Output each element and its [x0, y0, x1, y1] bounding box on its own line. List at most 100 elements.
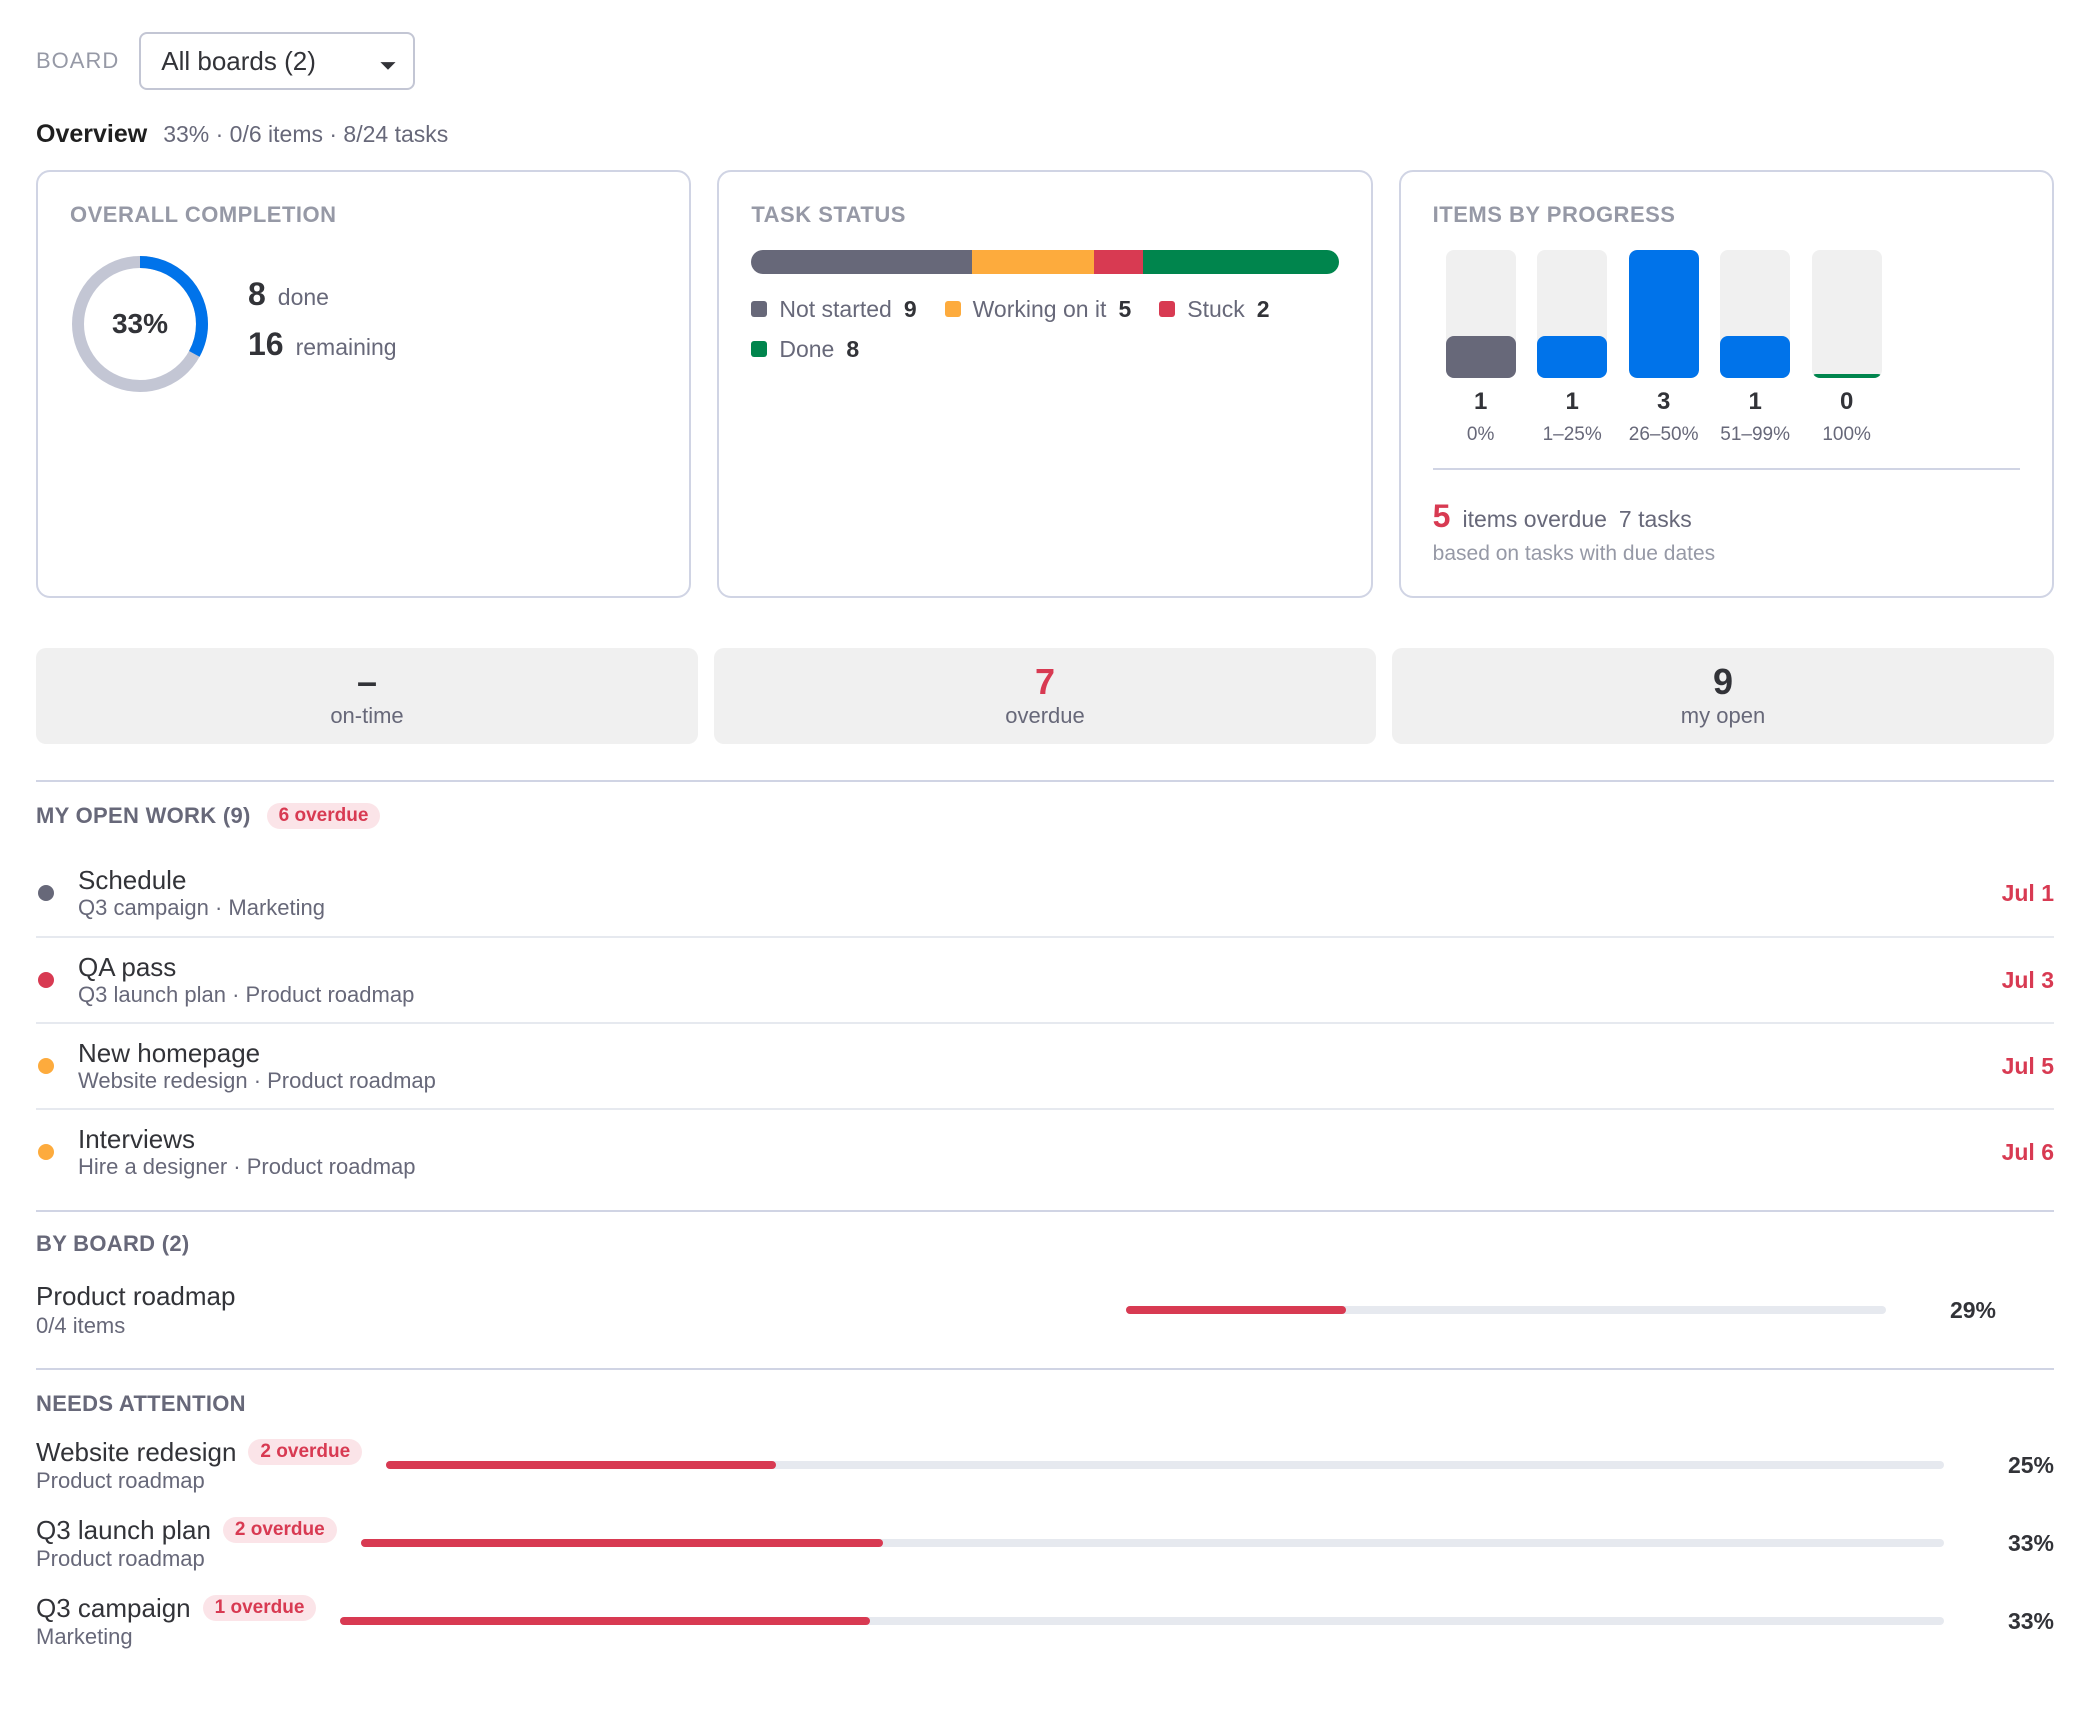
attention-item[interactable]: Q3 launch plan 2 overdue Product roadmap 33… — [36, 1504, 2054, 1582]
divider — [36, 1210, 2054, 1212]
attention-item-text: Q3 launch plan 2 overdue Product roadmap — [36, 1514, 337, 1572]
remaining-stat: 16 remaining — [248, 326, 397, 376]
work-item-name: Interviews — [78, 1124, 196, 1154]
board-progress-row[interactable]: Product roadmap 0/4 items 29% — [36, 1260, 2054, 1360]
progress-column[interactable]: 1 1–25% — [1537, 250, 1608, 446]
work-item-text: Interviews Hire a designer · Product road… — [78, 1124, 2002, 1180]
board-name: Product roadmap — [36, 1281, 236, 1311]
status-segment-done — [1143, 250, 1340, 274]
overview-title: Overview — [36, 120, 148, 148]
attention-item-board: Product roadmap — [36, 1468, 205, 1493]
status-dot — [38, 1144, 54, 1160]
legend-count: 9 — [903, 295, 917, 322]
kpi-overdue[interactable]: 7 overdue — [714, 648, 1376, 744]
my-open-work-list: Schedule Q3 campaign · Marketing Jul 1 QA p… — [36, 850, 2054, 1194]
work-item-text: New homepage Website redesign · Product r… — [78, 1038, 2002, 1094]
summary-cards: OVERALL COMPLETION 33% 8 done 16 remaini… — [36, 170, 2054, 598]
divider — [36, 1368, 2054, 1370]
legend-count: 8 — [846, 335, 860, 362]
legend-label: Stuck — [1187, 295, 1245, 322]
overview-header: Overview 33% · 0/6 items · 8/24 tasks — [36, 120, 2054, 154]
attention-progress-bar — [360, 1539, 1944, 1547]
work-item[interactable]: New homepage Website redesign · Product r… — [36, 1022, 2054, 1108]
legend-swatch — [1159, 301, 1176, 317]
needs-attention-header: NEEDS ATTENTION — [36, 1388, 2054, 1420]
card-title: TASK STATUS — [751, 202, 906, 227]
status-segment-not-started — [751, 250, 972, 274]
attention-item-text: Q3 campaign 1 overdue Marketing — [36, 1592, 317, 1650]
work-item-name: QA pass — [78, 952, 177, 982]
section-title: BY BOARD (2) — [36, 1231, 190, 1256]
work-item-context: Hire a designer · Product roadmap — [78, 1154, 416, 1179]
legend-swatch — [751, 301, 768, 317]
card-title: ITEMS BY PROGRESS — [1432, 202, 1676, 227]
work-item[interactable]: QA pass Q3 launch plan · Product roadmap J… — [36, 936, 2054, 1022]
status-dot — [38, 885, 54, 901]
work-item[interactable]: Interviews Hire a designer · Product road… — [36, 1108, 2054, 1194]
by-board-list: Product roadmap 0/4 items 29% — [36, 1260, 2054, 1360]
board-percent: 29% — [1949, 1296, 1996, 1323]
attention-percent: 33% — [2007, 1529, 2054, 1556]
status-segment-working-on-it — [971, 250, 1095, 274]
attention-item-board: Marketing — [36, 1624, 133, 1649]
kpi-value: 9 — [1712, 661, 1734, 702]
progress-column-bar — [1537, 250, 1608, 378]
done-stat: 8 done — [248, 276, 397, 326]
attention-item[interactable]: Q3 campaign 1 overdue Marketing 33% — [36, 1582, 2054, 1660]
progress-column[interactable]: 1 0% — [1445, 250, 1516, 446]
board-select-value: All boards (2) — [161, 45, 316, 76]
progress-column-count: 1 — [1473, 388, 1488, 415]
legend-label: Working on it — [972, 295, 1107, 322]
done-count: 8 — [248, 276, 266, 312]
remaining-label: remaining — [295, 334, 397, 360]
attention-item-name: Q3 launch plan — [36, 1515, 211, 1545]
board-progress-fill — [1126, 1306, 1347, 1314]
attention-item-title-row: Q3 launch plan 2 overdue — [36, 1514, 337, 1546]
attention-item-title-row: Q3 campaign 1 overdue — [36, 1592, 317, 1624]
board-select[interactable]: All boards (2) ◣ — [139, 32, 416, 90]
progress-columns: 1 0% 1 1–25% 3 26–50% 1 51–99% 0 100% — [1433, 250, 2043, 450]
progress-column-range: 1–25% — [1542, 424, 1602, 445]
legend-item: Done 8 — [751, 336, 1351, 362]
overdue-badge: 1 overdue — [202, 1595, 317, 1621]
done-label: done — [277, 284, 329, 310]
completion-percent: 33% — [111, 308, 169, 339]
task-status-legend: Not started 9 Working on it 5 Stuck 2 Done 8 — [751, 296, 1351, 362]
progress-column[interactable]: 0 100% — [1811, 250, 1882, 446]
work-item-context: Q3 launch plan · Product roadmap — [78, 982, 415, 1007]
dashboard: BOARD All boards (2) ◣ Overview 33% · 0/… — [36, 32, 2054, 1660]
attention-progress-fill — [340, 1617, 870, 1625]
board-filter-row: BOARD All boards (2) ◣ — [36, 32, 2054, 90]
attention-progress-fill — [360, 1539, 884, 1547]
progress-column-fill — [1628, 250, 1699, 378]
attention-progress-fill — [386, 1461, 776, 1469]
kpi-label: my open — [1680, 703, 1766, 728]
overall-completion-card: OVERALL COMPLETION 33% 8 done 16 remaini… — [36, 170, 692, 598]
work-item-text: QA pass Q3 launch plan · Product roadmap — [78, 952, 2002, 1008]
progress-column-count: 1 — [1748, 388, 1762, 415]
legend-count: 2 — [1256, 295, 1270, 322]
kpi-on-time[interactable]: – on-time — [36, 648, 698, 744]
items-by-progress-card: ITEMS BY PROGRESS 1 0% 1 1–25% 3 26–50% 1 51–99… — [1398, 170, 2054, 598]
needs-attention-list: Website redesign 2 overdue Product roadmap… — [36, 1426, 2054, 1660]
kpi-value: – — [356, 661, 378, 702]
kpi-my-open[interactable]: 9 my open — [1392, 648, 2054, 744]
progress-column[interactable]: 1 51–99% — [1720, 250, 1791, 446]
attention-item[interactable]: Website redesign 2 overdue Product roadmap… — [36, 1426, 2054, 1504]
completion-stats: 8 done 16 remaining — [248, 276, 397, 376]
status-dot — [38, 972, 54, 988]
attention-progress-bar — [386, 1461, 1944, 1469]
progress-column[interactable]: 3 26–50% — [1628, 250, 1699, 446]
legend-label: Done — [779, 335, 835, 362]
work-item-due-date: Jul 1 — [2001, 879, 2054, 906]
section-title: MY OPEN WORK (9) — [36, 803, 251, 828]
board-text: Product roadmap 0/4 items — [36, 1280, 1126, 1340]
work-item-due-date: Jul 3 — [2001, 966, 2054, 993]
attention-percent: 25% — [2007, 1451, 2054, 1478]
legend-label: Not started — [779, 295, 892, 322]
attention-item-name: Website redesign — [36, 1437, 237, 1467]
progress-column-fill — [1720, 335, 1791, 378]
progress-column-fill — [1445, 335, 1516, 378]
progress-column-range: 26–50% — [1628, 424, 1699, 445]
work-item[interactable]: Schedule Q3 campaign · Marketing Jul 1 — [36, 850, 2054, 936]
